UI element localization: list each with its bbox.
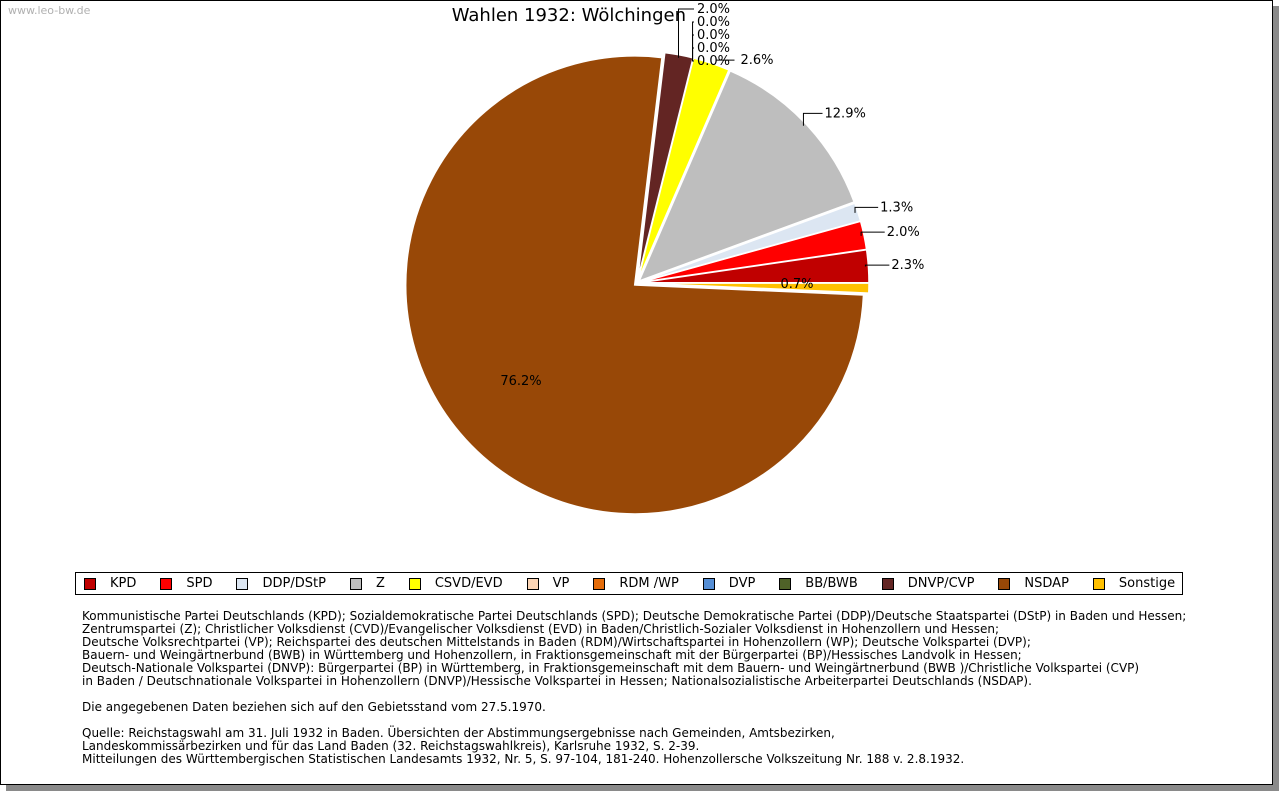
legend-item: Z [349, 576, 385, 591]
legend-label: DNVP/CVP [907, 576, 975, 591]
leader-line [692, 21, 694, 61]
legend-swatch [349, 577, 362, 590]
legend-item: RDM /WP [593, 576, 679, 591]
slice-sonstige[interactable] [639, 282, 870, 294]
legend-label: KPD [110, 576, 137, 591]
legend-item: Sonstige [1092, 576, 1176, 591]
data-label-dnvp-cvp: 2.0% [697, 2, 730, 17]
legend: KPD SPD DDP/DStP Z CSVD/EVD VP RDM /WP DVP BB/BW… [75, 572, 1183, 595]
legend-swatch [593, 577, 606, 590]
pie-chart: 2.3%2.0%1.3%12.9%2.6%0.0%0.0%0.0%0.0%2.0… [404, 2, 924, 515]
slice-z[interactable] [637, 69, 856, 283]
legend-item: BB/BWB [779, 576, 858, 591]
source-line: Landeskommissärbezirken und für das Land… [82, 739, 700, 753]
legend-label: Z [375, 576, 385, 591]
note-line: in Baden / Deutschnationale Volkspartei … [82, 674, 1032, 688]
data-label-ddp-dstp: 1.3% [880, 200, 913, 215]
data-label-vp: 0.0% [697, 54, 730, 69]
data-label-nsdap: 76.2% [500, 374, 541, 389]
legend-item: CSVD/EVD [408, 576, 503, 591]
legend-item: NSDAP [998, 576, 1069, 591]
legend-item: SPD [160, 576, 212, 591]
leader-line [854, 206, 879, 213]
leader-line [802, 112, 823, 126]
legend-label: VP [552, 576, 570, 591]
legend-label: DVP [728, 576, 756, 591]
slice-ddp-dstp[interactable] [639, 202, 862, 283]
legend-swatch [160, 577, 173, 590]
data-label-kpd: 2.3% [891, 258, 924, 273]
legend-swatch [526, 577, 539, 590]
source-line: Mitteilungen des Württembergischen Stati… [82, 752, 965, 766]
gebiet-note: Die angegebenen Daten beziehen sich auf … [82, 700, 546, 714]
note-line: Kommunistische Partei Deutschlands (KPD)… [82, 609, 1187, 623]
legend-swatch [998, 577, 1011, 590]
footnotes: Kommunistische Partei Deutschlands (KPD)… [82, 610, 1186, 779]
note-line: Zentrumspartei (Z); Christlicher Volksdi… [82, 622, 1000, 636]
legend-item: VP [526, 576, 570, 591]
data-label-z: 12.9% [825, 106, 866, 121]
legend-swatch [236, 577, 249, 590]
legend-swatch [702, 577, 715, 590]
leader-line [677, 8, 694, 58]
note-line: Deutsche Volksrechtpartei (VP); Reichspa… [82, 635, 1031, 649]
legend-label: BB/BWB [805, 576, 858, 591]
legend-swatch [408, 577, 421, 590]
data-label-sonstige: 0.7% [780, 277, 813, 292]
legend-label: CSVD/EVD [434, 576, 503, 591]
legend-swatch [1092, 577, 1105, 590]
legend-swatch [84, 577, 96, 590]
data-label-spd: 2.0% [887, 225, 920, 240]
chart-title: Wahlen 1932: Wölchingen [452, 5, 686, 26]
legend-item: DVP [702, 576, 756, 591]
data-label-dvp: 0.0% [697, 28, 730, 43]
leader-line [860, 231, 885, 236]
watermark: www.leo-bw.de [8, 4, 91, 17]
legend-item: KPD [84, 576, 136, 591]
note-line: Bauern- und Weingärtnerbund (BWB) in Wür… [82, 648, 1022, 662]
legend-swatch [779, 577, 792, 590]
slice-nsdap[interactable] [404, 55, 865, 515]
legend-item: DNVP/CVP [881, 576, 975, 591]
legend-swatch [881, 577, 894, 590]
legend-item: DDP/DStP [236, 576, 326, 591]
legend-label: Sonstige [1118, 576, 1176, 591]
legend-label: RDM /WP [619, 576, 679, 591]
note-line: Deutsch-Nationale Volkspartei (DNVP): Bü… [82, 661, 1140, 675]
leader-line [864, 264, 890, 267]
data-label-csvd-evd: 2.6% [740, 53, 773, 68]
legend-label: NSDAP [1024, 576, 1069, 591]
data-label-bb-bwb: 0.0% [697, 15, 730, 30]
slice-dnvp-cvp[interactable] [636, 51, 695, 281]
data-label-rdm-wp: 0.0% [697, 41, 730, 56]
source-line: Quelle: Reichstagswahl am 31. Juli 1932 … [82, 726, 835, 740]
legend-label: SPD [186, 576, 213, 591]
legend-label: DDP/DStP [262, 576, 326, 591]
